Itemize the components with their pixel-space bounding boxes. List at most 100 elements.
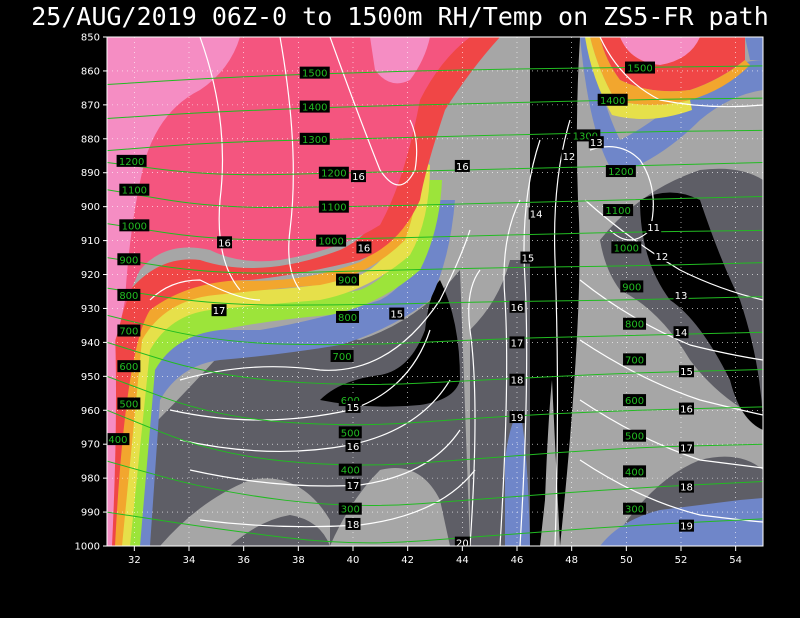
height-label-box — [597, 93, 628, 106]
height-contour-line — [107, 189, 763, 209]
temp-contour-label: 15 — [680, 367, 693, 378]
height-label-box — [299, 100, 330, 113]
y-tick-label: 880 — [81, 134, 100, 145]
temp-contour-label: 13 — [675, 291, 688, 302]
temp-contour-line — [199, 37, 241, 291]
height-contour-line — [107, 511, 763, 544]
temp-label-box — [509, 373, 525, 386]
temp-label-box — [561, 149, 577, 162]
temp-label-box — [678, 365, 694, 378]
temp-label-box — [345, 400, 361, 413]
temp-contour-line — [519, 139, 541, 546]
temp-contour-label: 17 — [347, 481, 360, 492]
x-tick-label: 42 — [401, 555, 414, 566]
saturated-pink-upper-right — [620, 37, 700, 65]
temp-contour-label: 12 — [655, 252, 668, 263]
very-dry-column — [530, 37, 580, 546]
temperature-contours — [149, 37, 763, 546]
temp-contour-label: 16 — [511, 303, 524, 314]
height-contour-label: 500 — [119, 399, 138, 410]
temp-contour-label: 16 — [680, 405, 693, 416]
height-label-box — [338, 502, 362, 515]
height-contour-label: 300 — [341, 505, 360, 516]
temp-label-box — [217, 236, 233, 249]
height-contour-label: 400 — [108, 435, 127, 446]
height-label-box — [623, 465, 647, 478]
height-contour-label: 1300 — [302, 135, 327, 146]
y-axis: 850 860 870 880 890 900 910 920 930 940 950 960 970 9… — [75, 33, 107, 553]
height-contour-line — [107, 460, 763, 506]
height-contour-label: 1000 — [318, 237, 343, 248]
height-contour-label: 300 — [625, 505, 644, 516]
temp-contour-label: 18 — [511, 376, 524, 387]
height-label-box — [623, 502, 647, 515]
height-contour-label: 600 — [119, 362, 138, 373]
temp-contour-label: 18 — [347, 520, 360, 531]
y-tick-label: 860 — [81, 66, 100, 77]
height-label-box — [116, 154, 147, 167]
height-label-box — [316, 234, 347, 247]
x-tick-label: 44 — [456, 555, 469, 566]
temp-contour-line — [584, 199, 763, 301]
height-label-box — [117, 324, 141, 337]
temp-label-box — [588, 136, 604, 149]
x-axis: 32 34 36 38 40 42 44 46 48 50 52 54 — [128, 546, 742, 566]
x-tick-label: 40 — [347, 555, 360, 566]
height-label-box — [338, 426, 362, 439]
temp-label-box — [509, 411, 525, 424]
temp-label-box — [356, 241, 372, 254]
x-tick-label: 46 — [511, 555, 524, 566]
height-contour-line — [107, 223, 763, 241]
height-contour-line — [107, 375, 763, 426]
y-tick-label: 900 — [81, 202, 100, 213]
height-label-box — [117, 360, 141, 373]
chart-title: 25/AUG/2019 06Z-0 to 1500m RH/Temp on ZS… — [31, 2, 769, 31]
height-contour-label: 1500 — [627, 64, 652, 75]
moist-orange-upper-right — [590, 37, 750, 105]
x-tick-label: 38 — [292, 555, 305, 566]
height-contour-label: 400 — [625, 467, 644, 478]
height-contour-label: 700 — [119, 327, 138, 338]
y-tick-label: 970 — [81, 440, 100, 451]
temp-contour-label: 16 — [347, 442, 360, 453]
dry-dark-lower — [230, 515, 330, 546]
y-tick-label: 910 — [81, 236, 100, 247]
height-label-box — [338, 463, 362, 476]
height-contour-label: 1100 — [605, 206, 630, 217]
saturated-rose-region — [107, 37, 470, 370]
temp-contour-label: 19 — [511, 413, 524, 424]
temp-contour-line — [579, 339, 763, 416]
height-contour-label: 800 — [119, 291, 138, 302]
temp-contour-label: 15 — [522, 254, 535, 265]
height-contour-line — [107, 65, 763, 86]
temp-label-box — [520, 251, 536, 264]
temp-label-box — [454, 159, 470, 172]
temp-label-box — [389, 307, 405, 320]
height-label-box — [119, 219, 150, 232]
height-contour-label: 1400 — [302, 103, 327, 114]
dry-light-column — [540, 380, 560, 546]
temp-label-box — [678, 441, 694, 454]
temp-contour-label: 19 — [680, 522, 693, 533]
height-contours — [107, 65, 763, 544]
height-label-box — [336, 310, 360, 323]
temp-label-box — [345, 439, 361, 452]
height-label-box — [623, 353, 647, 366]
height-label-box — [330, 349, 354, 362]
temp-label-box — [654, 249, 670, 262]
height-label-box — [119, 183, 150, 196]
height-label-box — [620, 280, 644, 293]
height-contour-label: 700 — [625, 355, 644, 366]
temp-contour-label: 16 — [358, 243, 371, 254]
height-contour-label: 500 — [625, 432, 644, 443]
temp-contour-line — [468, 269, 481, 546]
x-tick-label: 36 — [237, 555, 250, 566]
temp-contour-label: 11 — [647, 223, 660, 234]
height-label-box — [605, 165, 636, 178]
temp-label-box — [350, 170, 366, 183]
temp-contour-label: 13 — [590, 138, 603, 149]
height-label-box — [623, 429, 647, 442]
temp-contour-label: 17 — [680, 444, 693, 455]
height-label-box — [623, 317, 647, 330]
height-contour-label: 1100 — [321, 203, 346, 214]
